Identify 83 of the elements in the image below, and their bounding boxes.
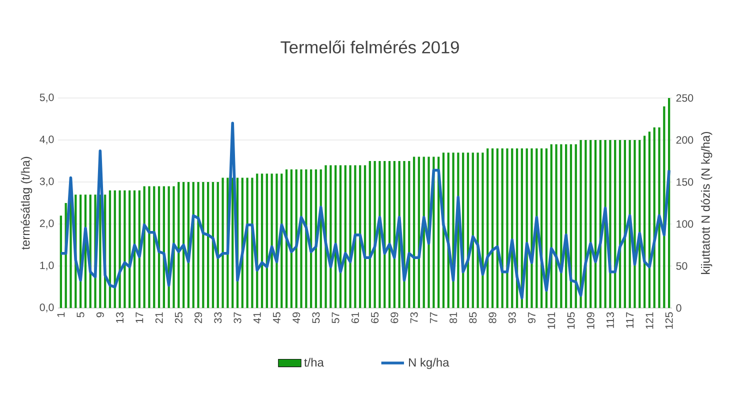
x-tick-label: 57 — [332, 312, 340, 324]
bar — [276, 174, 278, 308]
x-tick-label: 29 — [194, 312, 202, 324]
bar — [555, 144, 558, 308]
x-tick-label: 81 — [450, 312, 458, 324]
x-tick-label: 45 — [273, 312, 280, 324]
y-tick-label: 0,0 — [40, 304, 54, 312]
y-axis-title: termésátlag (t/ha) — [20, 156, 32, 250]
bar — [506, 148, 508, 308]
x-tick-label: 101 — [548, 312, 556, 329]
x-tick-label: 117 — [626, 312, 634, 328]
bar — [491, 148, 494, 308]
bar — [412, 156, 416, 308]
bar — [148, 186, 150, 308]
y-tick-label: 4,0 — [40, 136, 54, 144]
x-tick-label: 53 — [312, 312, 320, 324]
x-tick-label: 73 — [410, 312, 418, 324]
bar — [290, 169, 293, 308]
bar — [658, 127, 660, 308]
bar — [354, 165, 356, 308]
y2-tick-label: 100 — [676, 220, 694, 228]
y-tick-label: 3,0 — [40, 178, 54, 186]
x-tick-label: 85 — [469, 312, 477, 324]
bar — [60, 216, 62, 308]
y2-tick-label: 50 — [676, 262, 688, 270]
line-series — [60, 122, 670, 300]
x-tick-label: 97 — [528, 312, 536, 324]
x-tick-label: 69 — [390, 312, 398, 324]
bar — [108, 190, 112, 308]
y2-axis-title: kijuttatott N dózis (N kg/ha) — [700, 132, 712, 274]
y2-tick-label: 250 — [676, 94, 694, 102]
bar — [378, 161, 381, 308]
bar — [118, 190, 121, 308]
bar — [172, 186, 175, 308]
x-tick-label: 65 — [371, 312, 379, 324]
bar — [574, 144, 577, 308]
x-tick-label: 9 — [96, 312, 104, 318]
x-tick-label: 121 — [646, 312, 654, 329]
x-tick-label: 77 — [430, 312, 438, 324]
y2-tick-label: 0 — [676, 304, 682, 312]
bar — [300, 169, 302, 308]
bar — [124, 190, 126, 308]
x-tick-label: 93 — [508, 312, 516, 324]
x-tick-label: 61 — [351, 312, 359, 324]
y-tick-label: 5,0 — [40, 94, 54, 102]
bar — [222, 178, 224, 308]
bar — [260, 174, 264, 308]
x-tick-label: 1 — [57, 312, 65, 317]
legend-label: N kg/ha — [409, 358, 450, 370]
bar — [246, 178, 248, 308]
x-tick-label: 105 — [567, 312, 575, 329]
bar — [374, 161, 376, 308]
bar — [368, 161, 371, 308]
x-tick-label: 49 — [292, 312, 300, 324]
x-tick-label: 37 — [234, 312, 242, 324]
bar — [207, 182, 210, 308]
legend-label: t/ha — [304, 358, 324, 367]
x-tick-label: 13 — [116, 312, 124, 323]
x-tick-label: 125 — [665, 312, 673, 329]
bar — [178, 182, 180, 308]
x-tick-label: 109 — [586, 312, 594, 329]
y-tick-label: 1,0 — [40, 262, 54, 270]
x-tick-label: 17 — [136, 312, 144, 323]
bar — [388, 161, 391, 308]
y2-tick-label: 200 — [676, 136, 694, 144]
bar — [476, 152, 479, 308]
bar — [349, 165, 352, 308]
x-tick-label: 113 — [606, 312, 614, 328]
chart-title: Termelői felmérés 2019 — [280, 40, 459, 54]
x-tick-label: 21 — [155, 312, 163, 324]
x-tick-label: 41 — [253, 312, 261, 324]
bar — [580, 140, 582, 308]
x-tick-label: 89 — [488, 312, 496, 324]
x-tick-label: 33 — [214, 312, 222, 324]
y2-tick-label: 150 — [676, 178, 694, 186]
y-tick-label: 2,0 — [40, 220, 54, 228]
bar — [344, 165, 346, 308]
bar — [197, 182, 200, 308]
bar — [584, 140, 587, 308]
x-tick-label: 25 — [174, 312, 182, 324]
bar — [482, 152, 484, 308]
x-tick-label: 5 — [76, 312, 84, 318]
bar — [232, 178, 234, 308]
